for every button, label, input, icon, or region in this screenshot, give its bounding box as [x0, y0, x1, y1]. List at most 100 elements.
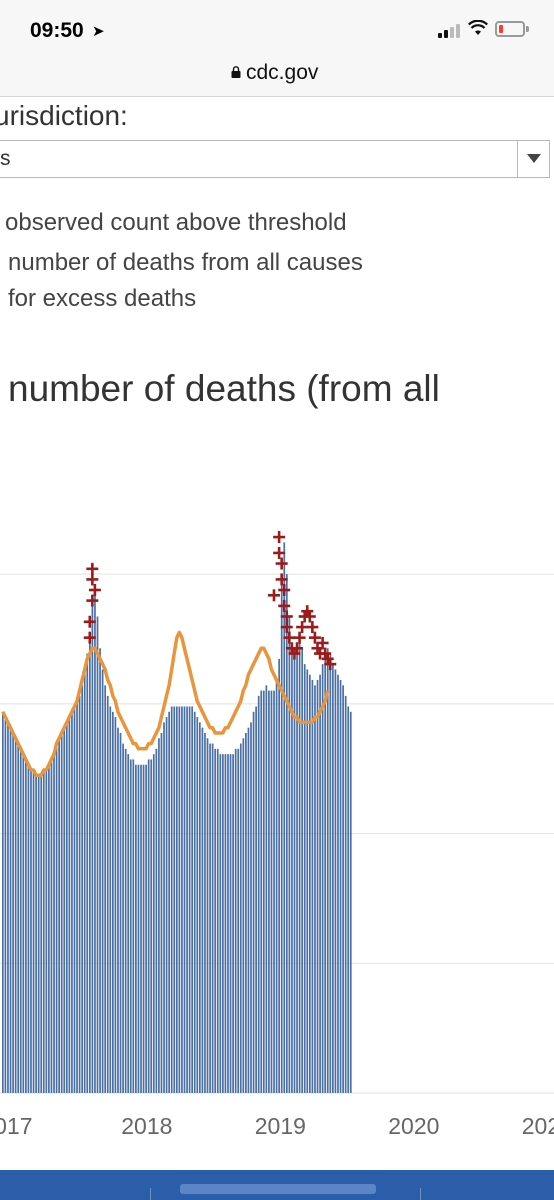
bar — [168, 711, 170, 1093]
bar — [293, 653, 296, 1093]
bar — [296, 642, 298, 1093]
bar — [232, 754, 234, 1093]
bar — [283, 542, 286, 1093]
bar — [204, 732, 206, 1093]
bar — [209, 743, 211, 1093]
bar — [188, 706, 191, 1093]
jurisdiction-label: urisdiction: — [0, 100, 128, 131]
bar — [285, 574, 288, 1093]
toolbar-divider — [150, 1188, 151, 1200]
bar — [334, 669, 337, 1093]
bar — [165, 717, 168, 1093]
bar — [163, 722, 165, 1093]
bar — [332, 664, 334, 1093]
bar — [306, 669, 309, 1093]
excess-marker — [275, 557, 288, 570]
bars — [2, 542, 352, 1093]
bar — [280, 584, 283, 1093]
bar — [96, 616, 99, 1093]
cellular-signal-icon — [438, 22, 460, 38]
bar — [247, 727, 250, 1093]
bar — [160, 732, 163, 1093]
excess-marker — [273, 531, 286, 544]
excess-marker — [275, 573, 288, 586]
bar — [206, 738, 209, 1093]
browser-url-bar[interactable] — [0, 54, 554, 97]
location-arrow-icon: ➤ — [92, 23, 105, 40]
bar — [109, 706, 112, 1093]
bar — [319, 674, 321, 1093]
bar — [119, 732, 122, 1093]
bar — [324, 653, 327, 1093]
bar — [83, 669, 86, 1093]
bar — [326, 648, 329, 1093]
bar — [37, 775, 40, 1093]
bar — [229, 754, 232, 1093]
bar — [101, 669, 104, 1093]
bar — [196, 717, 199, 1093]
bar — [135, 764, 137, 1093]
bar — [270, 690, 273, 1093]
excess-marker — [83, 631, 96, 644]
x-axis-ticks: 017 2018 2019 2020 2021 — [0, 1113, 554, 1139]
bar — [104, 685, 107, 1093]
status-bar: 09:50 ➤ — [0, 0, 554, 54]
x-tick-label: 2020 — [388, 1113, 439, 1139]
bar — [60, 732, 63, 1093]
bar — [30, 770, 32, 1093]
chevron-down-icon[interactable] — [527, 154, 541, 163]
excess-deaths-chart: 017 2018 2019 2020 2021 — [0, 531, 554, 1139]
bar — [132, 759, 135, 1093]
bar — [342, 685, 344, 1093]
jurisdiction-selected-value[interactable]: s — [0, 147, 11, 170]
url-text[interactable]: cdc.gov — [246, 61, 319, 84]
bar — [17, 743, 20, 1093]
bar — [262, 690, 265, 1093]
bar — [32, 770, 35, 1093]
excess-marker — [280, 610, 293, 623]
bar — [321, 664, 324, 1093]
bar — [122, 743, 124, 1093]
bar — [273, 690, 275, 1093]
chart-title: number of deaths (from all — [8, 368, 440, 409]
excess-markers — [83, 531, 337, 671]
bar — [127, 754, 130, 1093]
excess-marker — [267, 589, 280, 602]
bar — [9, 727, 12, 1093]
bar — [91, 605, 94, 1093]
bar — [158, 738, 160, 1093]
legend-item-excess-threshold: for excess deaths — [8, 285, 197, 312]
bar — [316, 680, 319, 1093]
bar — [186, 706, 188, 1093]
bar — [81, 685, 84, 1093]
excess-marker — [316, 636, 329, 649]
bar — [216, 748, 219, 1093]
bar — [117, 727, 119, 1093]
excess-marker — [308, 631, 321, 644]
toolbar-control[interactable] — [180, 1184, 376, 1194]
bar — [227, 754, 229, 1093]
bar — [278, 658, 281, 1093]
excess-marker — [273, 546, 286, 559]
excess-marker — [303, 610, 316, 623]
bar — [193, 711, 196, 1093]
bar — [181, 706, 183, 1093]
bar — [242, 738, 245, 1093]
bar — [12, 732, 14, 1093]
excess-marker — [86, 594, 99, 607]
jurisdiction-select[interactable] — [0, 140, 550, 178]
x-tick-label: 2018 — [121, 1113, 172, 1139]
bar — [201, 727, 204, 1093]
excess-marker — [278, 584, 291, 597]
excess-marker — [88, 584, 101, 597]
excess-marker — [86, 573, 99, 586]
threshold-line — [1, 630, 330, 778]
bar — [257, 695, 260, 1093]
bar — [349, 711, 352, 1093]
bar — [314, 685, 316, 1093]
toolbar-divider — [420, 1188, 421, 1200]
dropdown-button[interactable] — [517, 141, 550, 177]
excess-marker — [86, 562, 99, 575]
bar — [252, 711, 255, 1093]
bar — [288, 616, 291, 1093]
